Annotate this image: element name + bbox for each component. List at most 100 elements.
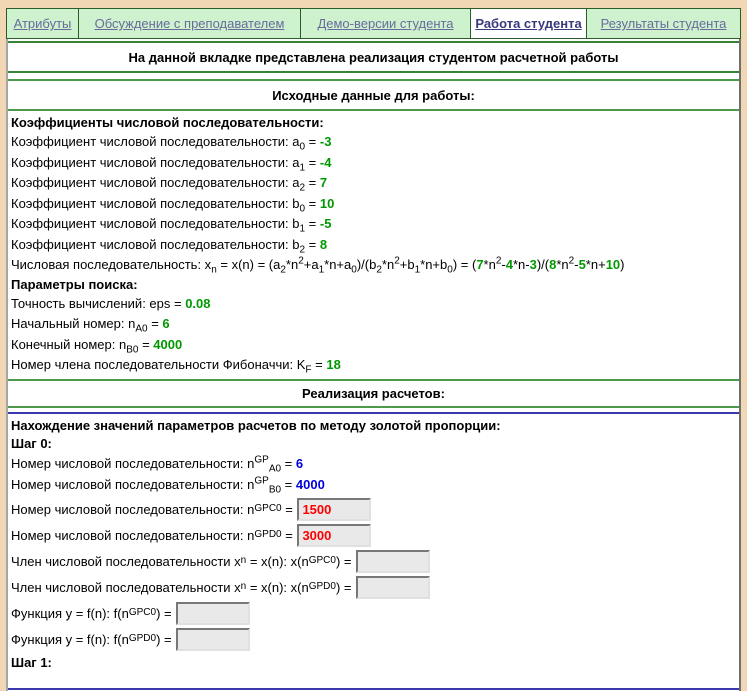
tab-student-demos[interactable]: Демо-версии студента	[300, 8, 470, 39]
section-divider	[8, 71, 739, 73]
step-1-heading: Шаг 1:	[11, 654, 739, 672]
superscript: 2	[568, 255, 575, 267]
label-text: ) =	[335, 553, 356, 569]
tab-student-results[interactable]: Результаты студента	[586, 8, 741, 39]
n-gp-c0-line: Номер числовой последовательности: n GP C0…	[11, 497, 739, 521]
superscript: 2	[495, 255, 502, 267]
label-text: Коэффициент числовой последовательности:…	[11, 216, 300, 231]
label-text: Нахождение значений параметров расчетов …	[11, 417, 501, 433]
label-text: =	[305, 195, 320, 211]
section-divider	[8, 41, 739, 43]
coeff-a2-line: Коэффициент числовой последовательности:…	[11, 173, 739, 194]
n-gp-d0-line: Номер числовой последовательности: n GP D0…	[11, 523, 739, 547]
coeff-a2-value: 7	[319, 175, 328, 190]
fibonacci-number-line: Номер члена последовательности Фибоначчи…	[11, 355, 739, 376]
label-text: Начальный номер: n	[11, 316, 136, 331]
label-text: *n	[381, 257, 395, 272]
subscript: 1	[318, 264, 325, 276]
eps-line: Точность вычислений: eps = 0.08	[11, 294, 739, 315]
initial-data-header: Исходные данные для работы:	[272, 88, 475, 103]
start-number-line: Начальный номер: nA0 = 6	[11, 314, 739, 335]
label-text: )/(b	[356, 257, 377, 272]
label-text: =	[281, 455, 296, 471]
steps-section-bottom-border	[8, 688, 739, 690]
label-text: =	[281, 501, 297, 517]
eps-value: 0.08	[185, 295, 211, 311]
label-text: Номер числовой последовательности: n	[11, 476, 255, 492]
label-text: Параметры поиска:	[11, 276, 138, 292]
label-text: *n-	[512, 257, 530, 272]
label-text: +a	[303, 257, 319, 272]
label-text: *n	[556, 257, 569, 272]
tab-teacher-discussion[interactable]: Обсуждение с преподавателем	[78, 8, 300, 39]
search-params-heading: Параметры поиска:	[11, 276, 739, 294]
label-text: Числовая последовательность: x	[11, 257, 212, 272]
label-text: =	[305, 154, 320, 170]
intro-header: На данной вкладке представлена реализаци…	[128, 50, 619, 65]
label-text: ) =	[156, 631, 176, 647]
x-n-gp-d0-input[interactable]	[356, 575, 431, 599]
label-text: Номер числовой последовательности: n	[11, 501, 255, 517]
numerator-const: 3	[529, 257, 537, 272]
label-text: Коэффициент числовой последовательности:…	[11, 236, 300, 252]
superscript: GP	[254, 454, 269, 466]
section-divider	[8, 109, 739, 111]
label-text: =	[305, 236, 320, 252]
coeff-b0-value: 10	[319, 195, 335, 211]
calculations-header: Реализация расчетов:	[302, 385, 445, 401]
coefficients-heading: Коэффициенты числовой последовательности…	[11, 114, 739, 132]
coeff-a1-line: Коэффициент числовой последовательности:…	[11, 153, 739, 174]
coeff-b2-line: Коэффициент числовой последовательности:…	[11, 235, 739, 256]
n-gp-a0-value: 6	[295, 455, 304, 471]
tab-bar: Атрибуты Обсуждение с преподавателем Дем…	[6, 8, 741, 39]
label-text: Номер числовой последовательности: n	[11, 527, 255, 543]
tab-student-work[interactable]: Работа студента	[470, 8, 586, 39]
coeff-a0-line: Коэффициент числовой последовательности:…	[11, 132, 739, 153]
label-text: Функция y = f(n): f(n	[11, 631, 129, 647]
label-text: *n+a	[324, 257, 352, 272]
label-text: Номер члена последовательности Фибоначчи…	[11, 357, 306, 372]
denominator-const: 10	[605, 257, 621, 272]
n-gp-c0-input[interactable]	[297, 497, 372, 521]
label-text: )	[620, 257, 625, 272]
n-gp-b0-line: Номер числовой последовательности: nGPB0…	[11, 474, 739, 495]
label-text: -	[574, 257, 579, 272]
label-text: =	[305, 134, 320, 149]
label-text: Член числовой последовательности x	[11, 579, 241, 595]
subscript: 2	[299, 244, 306, 256]
superscript: 2	[394, 255, 400, 267]
tab-attributes[interactable]: Атрибуты	[6, 8, 78, 39]
superscript: 2	[298, 255, 304, 267]
subscript: 0	[351, 264, 357, 276]
label-text: =	[281, 527, 297, 543]
label-text: Точность вычислений: eps =	[11, 295, 186, 311]
coeff-a0-value: -3	[319, 134, 332, 149]
coeff-a1-value: -4	[319, 154, 332, 170]
numerator-n-coeff: 4	[505, 257, 513, 272]
f-n-gp-d0-input[interactable]	[176, 627, 251, 651]
label-text: ) =	[335, 579, 356, 595]
f-n-gp-c0-line: Функция y = f(n): f(n GP C0) =	[11, 601, 739, 625]
coeff-b2-value: 8	[319, 236, 328, 252]
label-text: Коэффициент числовой последовательности:…	[11, 134, 300, 149]
f-n-gp-c0-input[interactable]	[176, 601, 251, 625]
label-text: ) =	[156, 605, 176, 621]
n-gp-d0-input[interactable]	[297, 523, 372, 547]
coeff-b1-line: Коэффициент числовой последовательности:…	[11, 214, 739, 235]
numerator-n2-coeff: 7	[476, 257, 484, 272]
subscript: 2	[280, 264, 286, 276]
x-n-gp-c0-input[interactable]	[356, 549, 431, 573]
label-text: =	[305, 216, 320, 231]
label-text: Коэффициент числовой последовательности:…	[11, 195, 300, 211]
subscript: n	[211, 264, 217, 276]
n-gp-a0-line: Номер числовой последовательности: nGPA0…	[11, 453, 739, 474]
subscript: 1	[299, 223, 306, 235]
label-text: =	[305, 175, 320, 190]
label-text: Член числовой последовательности x	[11, 553, 241, 569]
n-a0-value: 6	[162, 316, 170, 331]
label-text: Функция y = f(n): f(n	[11, 605, 129, 621]
subscript: 2	[376, 264, 382, 276]
n-b0-value: 4000	[153, 336, 183, 352]
label-text: Коэффициент числовой последовательности:…	[11, 154, 300, 170]
